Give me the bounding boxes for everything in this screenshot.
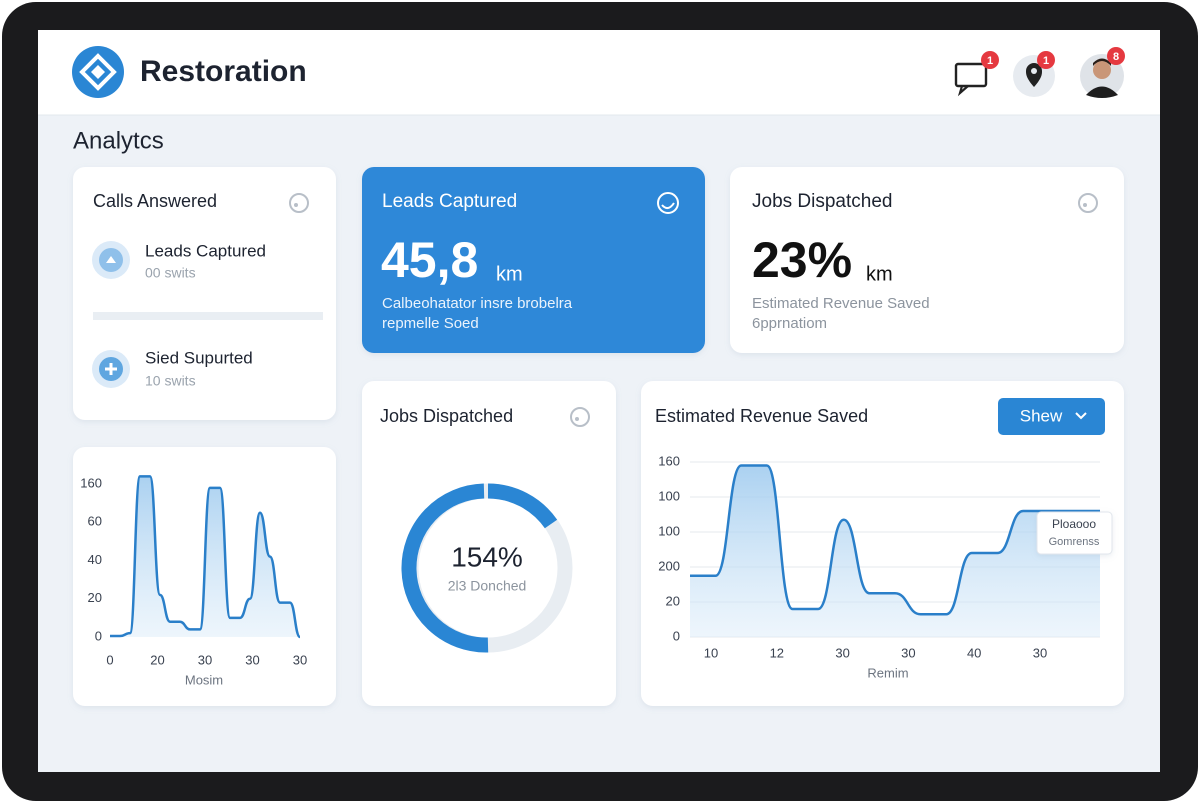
y-tick-label: 200: [658, 558, 680, 573]
tooltip: Ploaooo Gomrenss: [1036, 511, 1113, 555]
location-button[interactable]: 1: [1013, 51, 1055, 97]
item-label: Sied Supurted: [145, 348, 253, 367]
card-title: Estimated Revenue Saved: [655, 406, 868, 426]
card-menu-icon[interactable]: [1078, 193, 1098, 213]
card-title: Jobs Dispatched: [752, 191, 892, 212]
line: [110, 475, 302, 639]
item-icon: [92, 350, 130, 388]
badge: 1: [1043, 55, 1049, 67]
y-tick-label: 100: [658, 523, 680, 538]
area-fill: [690, 465, 1100, 637]
item-sub: 10 swits: [145, 373, 196, 389]
y-tick-label: 60: [88, 514, 102, 529]
y-tick-label: 20: [666, 593, 680, 608]
y-tick-label: 160: [80, 475, 102, 490]
donut-arc: [487, 483, 558, 529]
x-tick-label: 30: [835, 645, 849, 660]
line: [690, 464, 1100, 616]
x-tick-label: 40: [967, 645, 981, 660]
kpi-value: 23%: [752, 232, 852, 288]
tooltip-line: Ploaooo: [1052, 517, 1096, 531]
card-menu-icon[interactable]: [570, 407, 590, 427]
x-tick-label: 10: [704, 645, 718, 660]
jobs-card: [730, 167, 1124, 353]
user-avatar[interactable]: 8: [1080, 47, 1125, 98]
badge: 1: [987, 55, 993, 67]
show-dropdown[interactable]: Shew: [998, 398, 1105, 435]
y-tick-label: 160: [658, 453, 680, 468]
page-title: Analytcs: [73, 127, 164, 154]
dropdown-label: Shew: [1020, 406, 1063, 425]
card-menu-icon[interactable]: [289, 193, 309, 213]
x-tick-label: 0: [106, 652, 113, 667]
item-icon: [92, 241, 130, 279]
card-menu-icon[interactable]: [657, 192, 679, 214]
badge: 8: [1113, 51, 1119, 63]
x-tick-label: 30: [1033, 645, 1047, 660]
left-chart: 0 20 40 60 160 0 20 30 30 30 Mosim: [80, 475, 307, 687]
x-tick-label: 20: [150, 652, 164, 667]
card-title: Calls Answered: [93, 191, 217, 211]
y-tick-label: 40: [88, 552, 102, 567]
kpi-desc: Calbeohatator insre brobelra: [382, 295, 573, 312]
kpi-unit: km: [866, 263, 893, 285]
kpi-desc: 6pprnatiom: [752, 315, 827, 332]
kpi-value: 45,8: [381, 232, 478, 288]
x-tick-label: 30: [293, 652, 307, 667]
messages-button[interactable]: 1: [954, 51, 999, 97]
revenue-chart: 0 20 200 100 100 160 10 12 30 30 40 30 Remim: [658, 453, 1100, 680]
item-sub: 00 swits: [145, 265, 196, 281]
kpi-desc: repmelle Soed: [382, 315, 479, 332]
donut-arc: [401, 483, 489, 653]
x-tick-label: 12: [770, 645, 784, 660]
y-tick-label: 0: [95, 628, 102, 643]
x-tick-label: 30: [901, 645, 915, 660]
kpi-unit: km: [496, 263, 523, 285]
card-title: Leads Captured: [382, 191, 517, 212]
x-tick-label: 30: [198, 652, 212, 667]
y-tick-label: 100: [658, 488, 680, 503]
card-title: Jobs Dispatched: [380, 406, 513, 426]
app-title: Restoration: [140, 55, 307, 88]
divider: [93, 312, 323, 320]
leads-card: [362, 167, 705, 353]
y-tick-label: 0: [673, 628, 680, 643]
x-axis-label: Mosim: [185, 672, 223, 687]
logo[interactable]: [72, 46, 124, 98]
tooltip-line: Gomrenss: [1049, 536, 1100, 548]
x-axis-label: Remim: [867, 665, 908, 680]
area-fill: [110, 476, 300, 637]
y-tick-label: 20: [88, 590, 102, 605]
donut-sub: 2l3 Donched: [448, 578, 527, 594]
item-label: Leads Captured: [145, 241, 266, 260]
donut-value: 154%: [451, 541, 523, 572]
x-tick-label: 30: [245, 652, 259, 667]
calls-card: [73, 167, 336, 420]
kpi-desc: Estimated Revenue Saved: [752, 295, 930, 312]
header-bar: [38, 30, 1160, 115]
